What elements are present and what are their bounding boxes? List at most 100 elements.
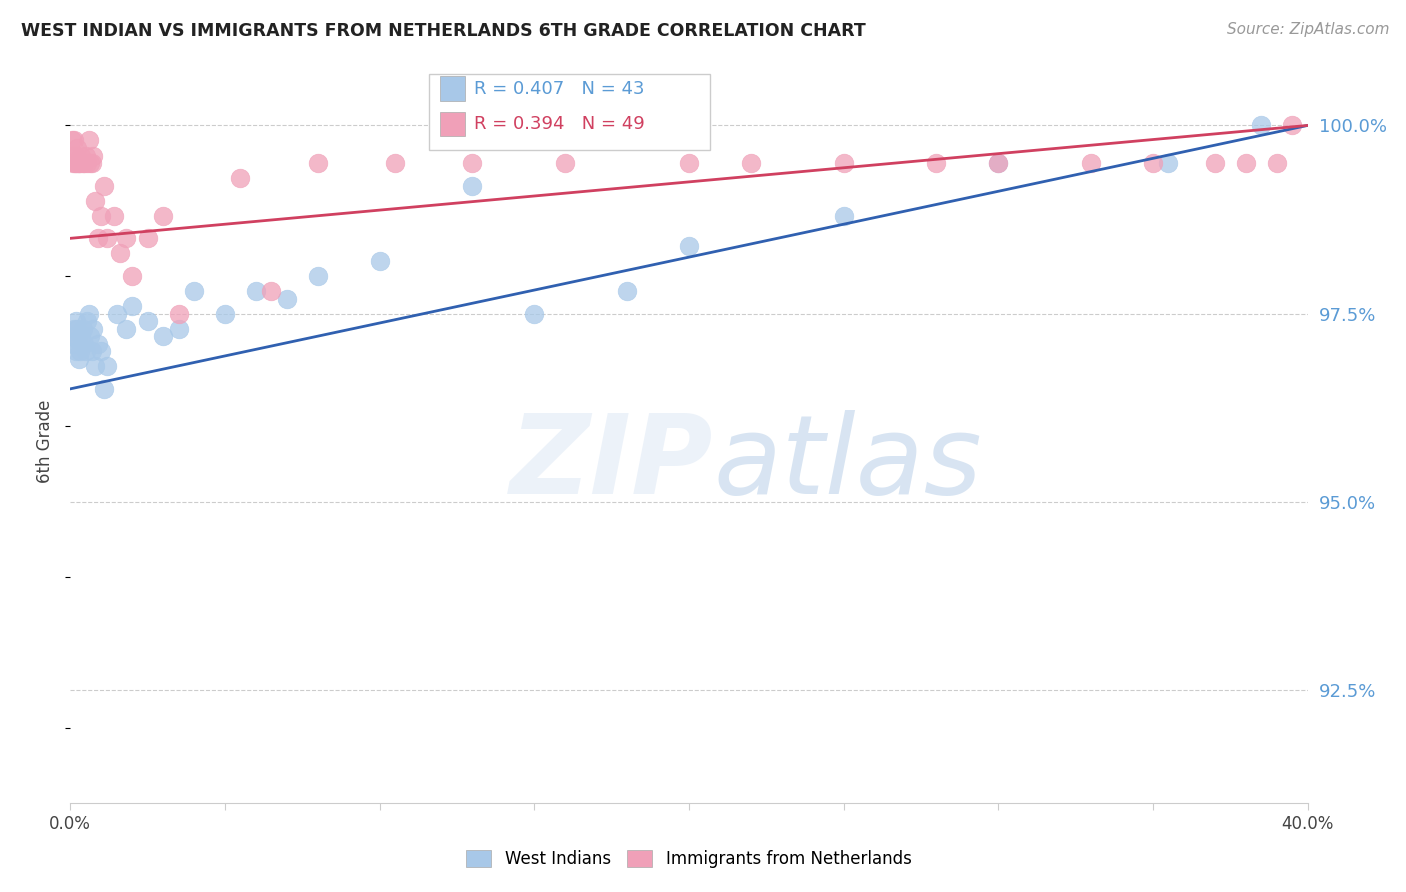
- Point: [121, 268, 143, 283]
- Point: [96, 231, 118, 245]
- Text: ZIP: ZIP: [510, 409, 714, 516]
- Point: [93, 382, 115, 396]
- Point: [523, 307, 546, 321]
- Point: [63, 329, 86, 343]
- Point: [93, 178, 115, 193]
- Point: [66, 321, 89, 335]
- Point: [80, 156, 103, 170]
- Point: [136, 231, 159, 245]
- Point: [1265, 156, 1288, 170]
- Point: [77, 133, 100, 147]
- Point: [87, 231, 110, 245]
- Point: [87, 336, 110, 351]
- Point: [72, 156, 94, 170]
- Point: [103, 209, 125, 223]
- Point: [82, 321, 105, 335]
- Point: [229, 171, 252, 186]
- Point: [77, 307, 100, 321]
- Point: [152, 209, 174, 223]
- Point: [925, 156, 948, 170]
- Point: [79, 156, 101, 170]
- Text: WEST INDIAN VS IMMIGRANTS FROM NETHERLANDS 6TH GRADE CORRELATION CHART: WEST INDIAN VS IMMIGRANTS FROM NETHERLAN…: [21, 22, 866, 40]
- Point: [84, 194, 107, 208]
- Point: [121, 299, 143, 313]
- Point: [76, 156, 98, 170]
- Point: [105, 307, 128, 321]
- Point: [96, 359, 118, 374]
- Bar: [440, 77, 465, 101]
- Bar: [440, 112, 465, 136]
- Point: [108, 246, 131, 260]
- Point: [461, 156, 484, 170]
- Point: [307, 268, 329, 283]
- Point: [65, 344, 87, 359]
- Point: [1234, 156, 1257, 170]
- Point: [461, 178, 484, 193]
- Point: [75, 344, 97, 359]
- Point: [167, 321, 190, 335]
- Point: [260, 284, 283, 298]
- Point: [67, 333, 90, 347]
- Point: [73, 156, 96, 170]
- Point: [307, 156, 329, 170]
- Point: [987, 156, 1010, 170]
- Point: [832, 209, 855, 223]
- Point: [82, 148, 105, 162]
- Point: [62, 156, 84, 170]
- Legend: West Indians, Immigrants from Netherlands: West Indians, Immigrants from Netherland…: [460, 844, 918, 875]
- Point: [72, 321, 94, 335]
- Point: [80, 344, 103, 359]
- Point: [84, 359, 107, 374]
- Point: [832, 156, 855, 170]
- Point: [79, 329, 101, 343]
- Point: [1157, 156, 1180, 170]
- Point: [384, 156, 406, 170]
- Point: [63, 133, 86, 147]
- Point: [66, 141, 89, 155]
- Point: [60, 133, 83, 147]
- Point: [678, 239, 700, 253]
- Point: [90, 209, 112, 223]
- Text: R = 0.407   N = 43: R = 0.407 N = 43: [474, 79, 644, 97]
- Point: [183, 284, 205, 298]
- Point: [1142, 156, 1164, 170]
- Point: [90, 344, 112, 359]
- Text: atlas: atlas: [714, 409, 983, 516]
- Point: [67, 156, 90, 170]
- Point: [245, 284, 267, 298]
- Point: [152, 329, 174, 343]
- Point: [63, 321, 86, 335]
- FancyBboxPatch shape: [429, 74, 710, 150]
- Point: [62, 336, 84, 351]
- Point: [67, 156, 90, 170]
- Point: [1250, 119, 1272, 133]
- Point: [1204, 156, 1226, 170]
- Point: [554, 156, 576, 170]
- Point: [75, 148, 97, 162]
- Point: [616, 284, 638, 298]
- Point: [69, 344, 91, 359]
- Point: [1281, 119, 1303, 133]
- Point: [115, 231, 138, 245]
- Point: [65, 156, 87, 170]
- Point: [63, 156, 86, 170]
- Point: [69, 156, 91, 170]
- Point: [73, 336, 96, 351]
- Point: [276, 292, 298, 306]
- Point: [678, 156, 700, 170]
- Point: [62, 148, 84, 162]
- Point: [115, 321, 138, 335]
- Point: [76, 314, 98, 328]
- Point: [67, 351, 90, 366]
- Point: [65, 314, 87, 328]
- Point: [368, 253, 391, 268]
- Point: [65, 148, 87, 162]
- Y-axis label: 6th Grade: 6th Grade: [37, 400, 55, 483]
- Point: [987, 156, 1010, 170]
- Point: [136, 314, 159, 328]
- Text: Source: ZipAtlas.com: Source: ZipAtlas.com: [1226, 22, 1389, 37]
- Text: R = 0.394   N = 49: R = 0.394 N = 49: [474, 115, 644, 133]
- Point: [214, 307, 236, 321]
- Point: [740, 156, 762, 170]
- Point: [70, 329, 93, 343]
